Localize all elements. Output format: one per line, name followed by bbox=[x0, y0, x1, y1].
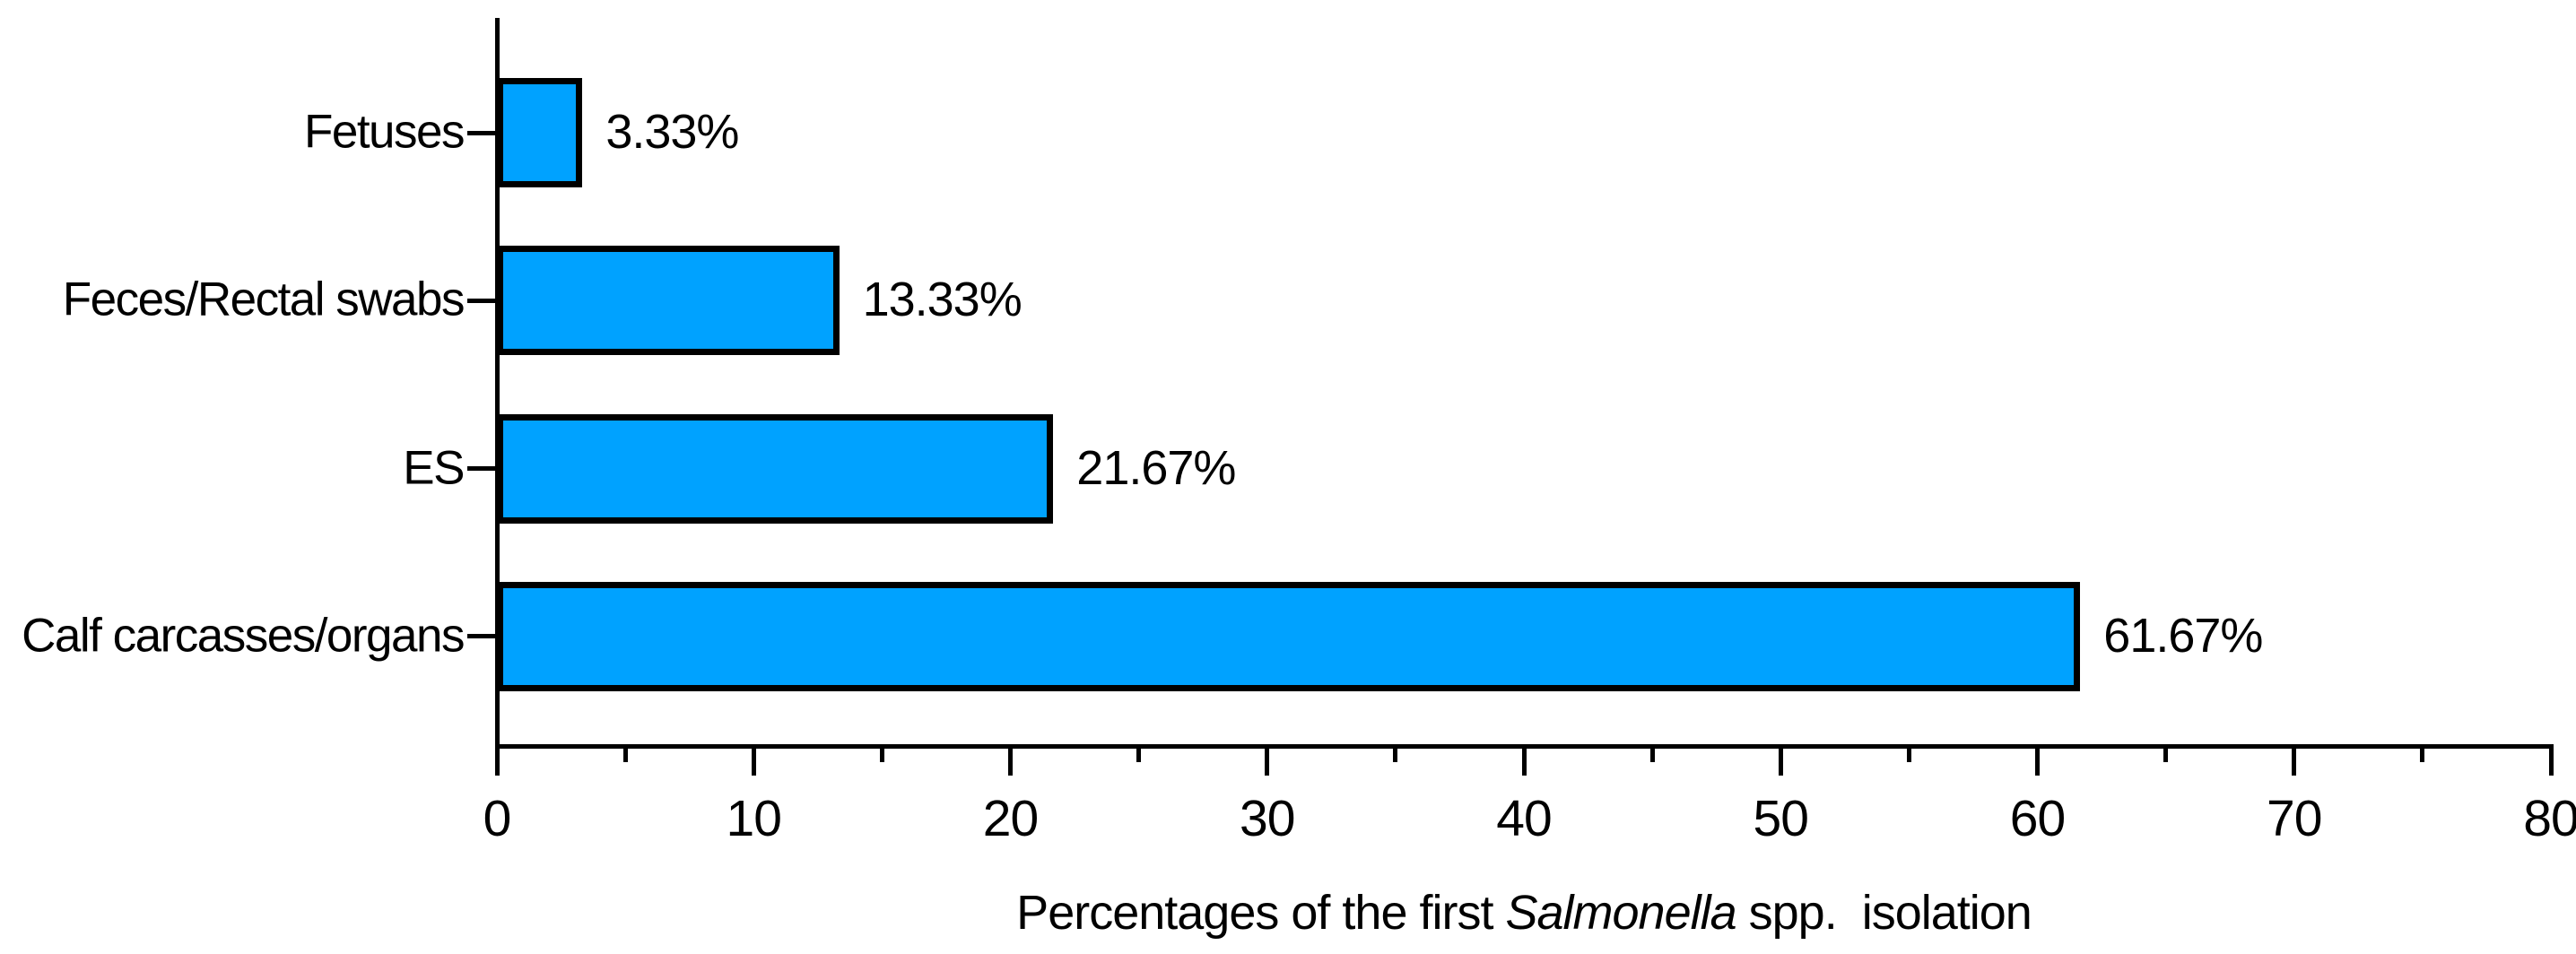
x-tick-label: 70 bbox=[2267, 790, 2322, 847]
x-axis-minor-tick bbox=[2420, 746, 2425, 762]
x-axis-major-tick bbox=[1778, 746, 1783, 776]
category-label: Fetuses bbox=[303, 105, 466, 159]
category-label: ES bbox=[403, 440, 465, 494]
x-axis-title: Percentages of the first Salmonella spp.… bbox=[1016, 885, 2032, 941]
x-axis-major-tick bbox=[751, 746, 756, 776]
x-axis-minor-tick bbox=[1906, 746, 1911, 762]
x-axis-title-italic-word: Salmonella bbox=[1505, 886, 1736, 940]
bar-es bbox=[497, 413, 1054, 524]
x-tick-label: 10 bbox=[726, 790, 782, 847]
category-label: Calf carcasses/organs bbox=[22, 609, 465, 663]
bar-value-label: 13.33% bbox=[862, 273, 1023, 327]
x-axis-minor-tick bbox=[1649, 746, 1655, 762]
x-axis-major-tick bbox=[2292, 746, 2297, 776]
x-axis-minor-tick bbox=[1136, 746, 1142, 762]
x-tick-label: 60 bbox=[2009, 790, 2066, 847]
x-axis-title-suffix: spp. isolation bbox=[1736, 886, 2032, 940]
category-tick bbox=[467, 298, 497, 303]
x-axis-major-tick bbox=[1008, 746, 1013, 776]
x-tick-label: 20 bbox=[982, 790, 1039, 847]
x-axis-minor-tick bbox=[2163, 746, 2169, 762]
category-tick bbox=[467, 634, 497, 639]
x-axis-title-prefix: Percentages of the first bbox=[1016, 886, 1506, 940]
x-axis-major-tick bbox=[1521, 746, 1527, 776]
bar-calf-carcasses-organs bbox=[497, 581, 2081, 691]
category-tick bbox=[467, 466, 497, 472]
category-label: Feces/Rectal swabs bbox=[62, 273, 466, 326]
x-axis-major-tick bbox=[2548, 746, 2554, 776]
x-tick-label: 50 bbox=[1753, 790, 1809, 847]
bar-feces-rectal-swabs bbox=[497, 246, 840, 356]
x-axis-major-tick bbox=[1265, 746, 1270, 776]
x-tick-label: 30 bbox=[1240, 790, 1295, 847]
bar-value-label: 61.67% bbox=[2103, 608, 2263, 663]
category-tick bbox=[467, 130, 497, 135]
x-axis-major-tick bbox=[2035, 746, 2040, 776]
x-tick-label: 80 bbox=[2523, 790, 2576, 847]
x-tick-label: 0 bbox=[483, 790, 512, 847]
x-axis-minor-tick bbox=[622, 746, 628, 762]
y-axis-line bbox=[494, 18, 500, 749]
bar-value-label: 21.67% bbox=[1076, 440, 1236, 495]
bar-fetuses bbox=[497, 78, 583, 187]
x-axis-minor-tick bbox=[1393, 746, 1398, 762]
bar-value-label: 3.33% bbox=[605, 104, 739, 159]
x-axis-major-tick bbox=[494, 746, 500, 776]
x-tick-label: 40 bbox=[1496, 790, 1552, 847]
x-axis-minor-tick bbox=[879, 746, 884, 762]
